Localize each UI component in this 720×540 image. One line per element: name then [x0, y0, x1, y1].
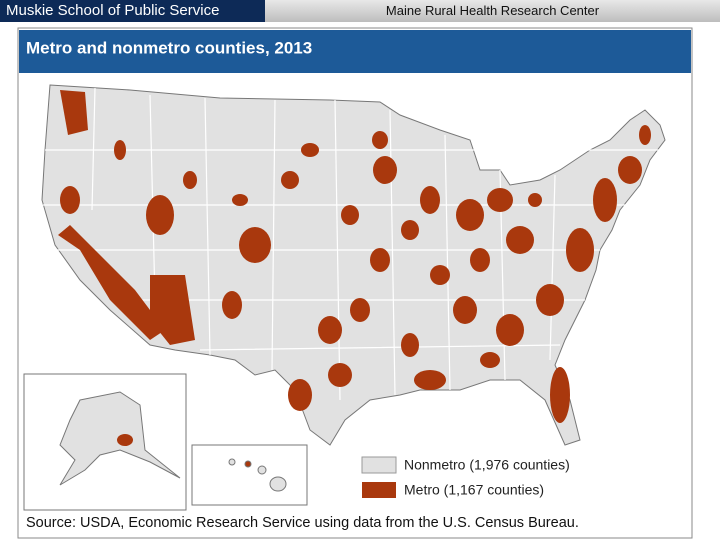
title-bar — [19, 30, 691, 73]
header-left: Muskie School of Public Service — [0, 0, 265, 22]
legend-label: Metro (1,167 counties) — [404, 482, 544, 498]
source-note: Source: USDA, Economic Research Service … — [26, 515, 579, 531]
alaska-metro — [117, 434, 133, 446]
legend-swatch-metro — [362, 482, 396, 498]
map-title: Metro and nonmetro counties, 2013 — [26, 38, 312, 57]
us-map — [41, 84, 666, 446]
contiguous-us — [41, 84, 666, 446]
legend-swatch-nonmetro — [361, 456, 397, 474]
state-lines — [43, 87, 660, 401]
header-right: Maine Rural Health Research Center — [265, 0, 720, 22]
legend-label: Nonmetro (1,976 counties) — [404, 457, 570, 473]
hawaii-inset — [191, 444, 308, 506]
metro-areas — [58, 90, 651, 423]
hawaii — [228, 458, 287, 492]
